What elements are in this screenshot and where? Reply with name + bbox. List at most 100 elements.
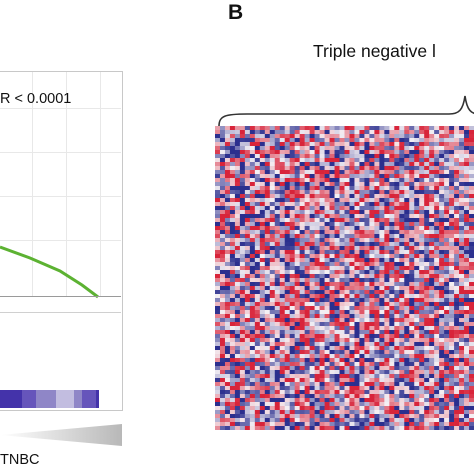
heatmap-cell xyxy=(239,278,246,283)
heatmap-cell xyxy=(344,414,350,419)
heatmap-cell xyxy=(264,378,271,383)
heatmap-cell xyxy=(224,366,231,371)
heatmap-cell xyxy=(289,274,295,279)
heatmap-cell xyxy=(329,194,335,199)
heatmap-cell xyxy=(324,226,330,231)
heatmap-cell xyxy=(394,418,400,423)
heatmap-cell xyxy=(234,210,241,215)
group-brace xyxy=(218,95,474,127)
heatmap-cell xyxy=(419,350,425,355)
heatmap-cell xyxy=(264,298,271,303)
heatmap-cell xyxy=(294,126,300,131)
heatmap-cell xyxy=(349,158,355,163)
heatmap-cell xyxy=(229,390,236,395)
heatmap-cell xyxy=(314,402,320,407)
heatmap-cell xyxy=(349,318,355,323)
heatmap-cell xyxy=(444,398,450,403)
heatmap-cell xyxy=(364,210,370,215)
heatmap-cell xyxy=(374,210,380,215)
heatmap-cell xyxy=(304,330,310,335)
heatmap-cell xyxy=(229,350,236,355)
heatmap-cell xyxy=(434,346,440,351)
heatmap-cell xyxy=(354,294,360,299)
heatmap-cell xyxy=(304,342,310,347)
heatmap-cell xyxy=(364,242,370,247)
heatmap-cell xyxy=(409,126,415,131)
heatmap-cell xyxy=(259,258,266,263)
heatmap-cell xyxy=(329,398,335,403)
heatmap-cell xyxy=(244,330,251,335)
heatmap-cell xyxy=(384,282,390,287)
heatmap-cell xyxy=(429,170,435,175)
heatmap-cell xyxy=(344,246,350,251)
heatmap-cell xyxy=(289,366,295,371)
heatmap-cell xyxy=(374,342,380,347)
heatmap-cell xyxy=(469,206,474,211)
heatmap-cell xyxy=(309,158,315,163)
heatmap-cell xyxy=(349,134,355,139)
heatmap-cell xyxy=(439,426,445,430)
heatmap-cell xyxy=(419,418,425,423)
heatmap-cell xyxy=(444,206,450,211)
heatmap-cell xyxy=(394,286,400,291)
heatmap-cell xyxy=(364,398,370,403)
heatmap-cell xyxy=(324,314,330,319)
heatmap-cell xyxy=(339,426,345,430)
heatmap-cell xyxy=(304,314,310,319)
heatmap-cell xyxy=(399,338,405,343)
heatmap-cell xyxy=(459,222,465,227)
heatmap-cell xyxy=(469,258,474,263)
heatmap-cell xyxy=(244,306,251,311)
heatmap-cell xyxy=(334,134,340,139)
heatmap-cell xyxy=(439,262,445,267)
heatmap-cell xyxy=(294,290,300,295)
heatmap-cell xyxy=(454,338,460,343)
heatmap-cell xyxy=(379,310,385,315)
heatmap-cell xyxy=(414,146,420,151)
heatmap-cell xyxy=(434,210,440,215)
heatmap-cell xyxy=(384,258,390,263)
heatmap-cell xyxy=(224,226,231,231)
heatmap-cell xyxy=(384,238,390,243)
heatmap-cell xyxy=(419,346,425,351)
heatmap-cell xyxy=(374,198,380,203)
heatmap-cell xyxy=(294,282,300,287)
heatmap-cell xyxy=(434,310,440,315)
heatmap-cell xyxy=(324,298,330,303)
heatmap-cell xyxy=(254,354,261,359)
heatmap-cell xyxy=(244,138,251,143)
heatmap-cell xyxy=(284,238,291,243)
heatmap-cell xyxy=(314,374,320,379)
heatmap-cell xyxy=(229,362,236,367)
heatmap-cell xyxy=(434,302,440,307)
heatmap-cell xyxy=(334,250,340,255)
heatmap-cell xyxy=(449,182,455,187)
heatmap-cell xyxy=(269,362,276,367)
heatmap-cell xyxy=(464,178,470,183)
heatmap-cell xyxy=(374,262,380,267)
heatmap-cell xyxy=(394,170,400,175)
heatmap-cell xyxy=(419,402,425,407)
heatmap-cell xyxy=(439,146,445,151)
heatmap-cell xyxy=(434,426,440,430)
heatmap-cell xyxy=(384,334,390,339)
heatmap-cell xyxy=(469,190,474,195)
heatmap-cell xyxy=(254,362,261,367)
heatmap-cell xyxy=(409,206,415,211)
heatmap-cell xyxy=(319,202,325,207)
heatmap-cell xyxy=(289,278,295,283)
heatmap-cell xyxy=(339,314,345,319)
heatmap-cell xyxy=(274,350,281,355)
heatmap-cell xyxy=(319,378,325,383)
heatmap-cell xyxy=(254,222,261,227)
heatmap-cell xyxy=(379,386,385,391)
heatmap-cell xyxy=(339,126,345,131)
heatmap-cell xyxy=(244,206,251,211)
heatmap-cell xyxy=(304,162,310,167)
heatmap-cell xyxy=(444,266,450,271)
heatmap-cell xyxy=(284,286,291,291)
heatmap-cell xyxy=(369,298,375,303)
heatmap-cell xyxy=(429,134,435,139)
heatmap-cell xyxy=(234,350,241,355)
heatmap-cell xyxy=(299,282,305,287)
